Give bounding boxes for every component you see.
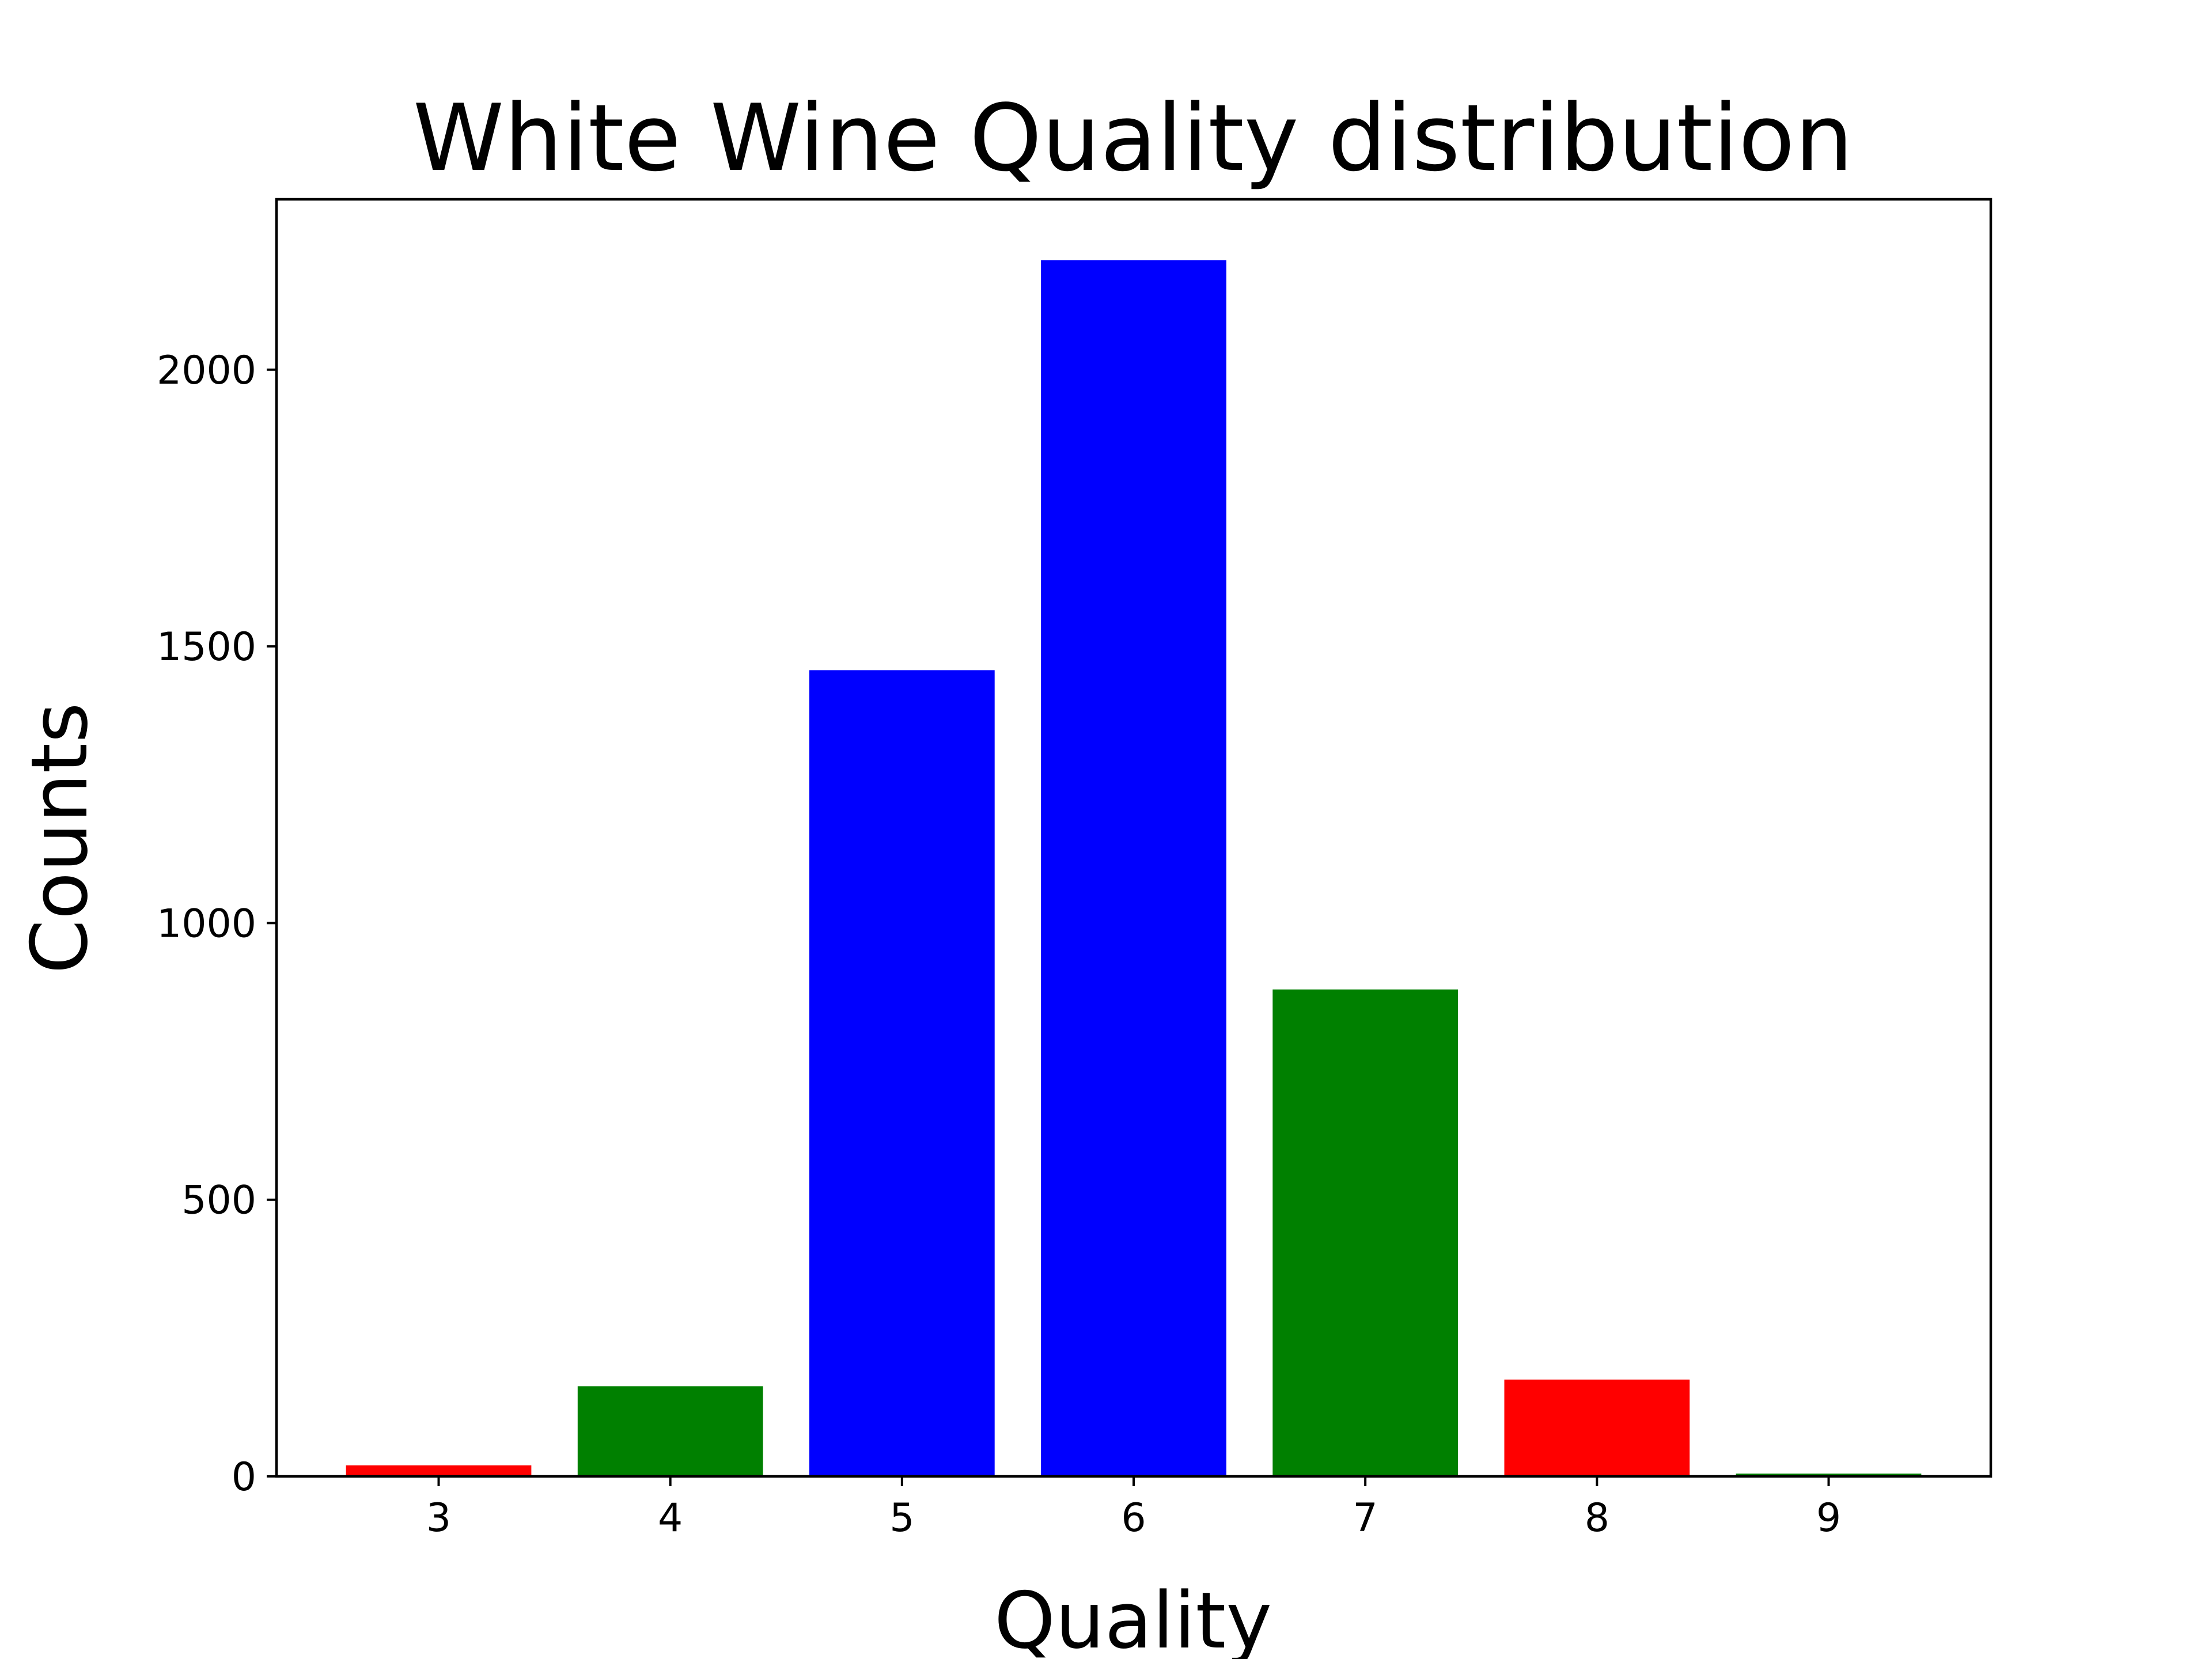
bar-quality-6: [1041, 260, 1226, 1476]
y-tick-label: 0: [232, 1455, 256, 1500]
chart-title: White Wine Quality distribution: [413, 84, 1853, 192]
y-tick-label: 1000: [157, 901, 256, 946]
plot-area-frame: [275, 198, 1993, 1478]
bar-quality-9: [1736, 1474, 1922, 1476]
x-tick-label: 9: [1816, 1495, 1841, 1541]
bar-quality-5: [809, 670, 995, 1476]
bar-quality-8: [1504, 1379, 1690, 1476]
x-tick-label: 4: [658, 1495, 683, 1541]
y-axis-label: Counts: [14, 702, 105, 974]
bar-quality-7: [1272, 989, 1459, 1476]
y-tick-label: 500: [181, 1178, 256, 1224]
bar-quality-4: [577, 1386, 763, 1476]
x-tick-label: 6: [1121, 1495, 1146, 1541]
x-tick-label: 7: [1353, 1495, 1378, 1541]
bar-quality-3: [346, 1465, 532, 1476]
x-tick-label: 8: [1585, 1495, 1609, 1541]
y-tick-label: 2000: [157, 348, 256, 393]
y-axis: 0 500 1000 1500 2000: [157, 348, 276, 1500]
bars-layer: [346, 260, 1922, 1476]
y-tick-label: 1500: [157, 624, 256, 670]
x-tick-label: 5: [889, 1495, 914, 1541]
x-axis-label: Quality: [994, 1575, 1272, 1659]
x-tick-label: 3: [426, 1495, 451, 1541]
x-axis: 3 4 5 6 7 8 9: [426, 1476, 1841, 1541]
